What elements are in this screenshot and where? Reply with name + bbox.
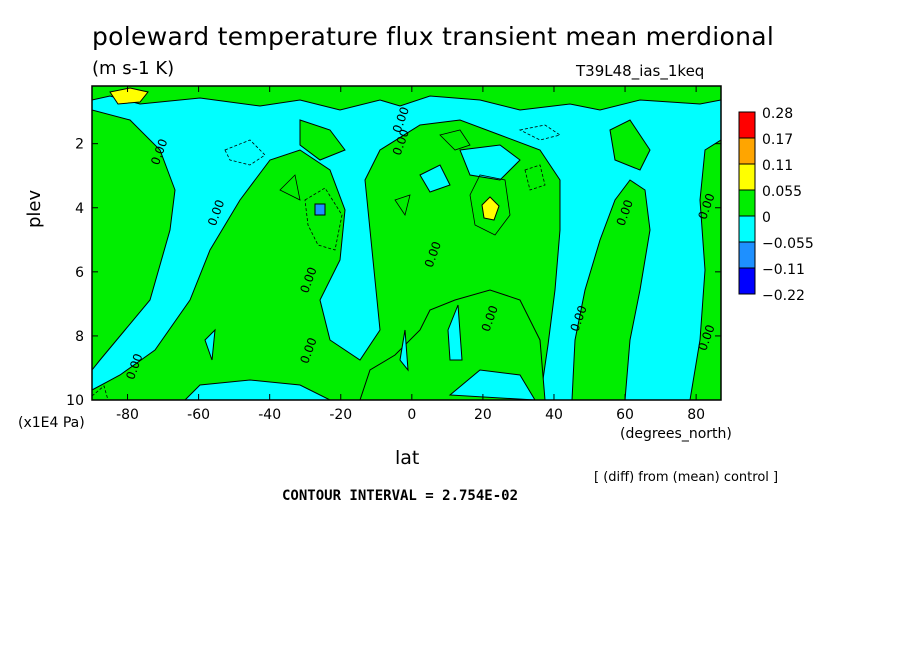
cyan-hole-mid [399, 329, 409, 372]
x-tick-label: 0 [407, 407, 416, 423]
pos-contour-2 [469, 174, 511, 236]
colorbar: 0.28 0.17 0.11 0.055 0 −0.055 −0.11 −0.22 [738, 106, 814, 304]
cyan-hole-bottom-mid [448, 369, 536, 400]
colorbar-label: 0.28 [762, 106, 793, 122]
green-left-region [92, 109, 176, 371]
x-tick-label: 40 [545, 407, 563, 423]
cyan-hole-lower [447, 304, 463, 361]
x-tick-label: 60 [616, 407, 634, 423]
colorbar-label: 0.055 [762, 184, 802, 200]
colorbar-swatch [738, 241, 756, 269]
diff-note: [ (diff) from (mean) control ] [594, 470, 779, 485]
colorbar-swatch [738, 267, 756, 295]
green-right-tongue [571, 179, 651, 400]
plot-field [92, 86, 721, 400]
y-axis-ticks: 2 4 6 8 10 [66, 137, 721, 409]
x-axis-ticks: -80 -60 -40 -20 0 20 40 60 80 [116, 86, 705, 423]
pos-contour-1 [439, 129, 471, 151]
colorbar-swatch [738, 189, 756, 217]
x-tick-label: 20 [474, 407, 492, 423]
colorbar-swatch [738, 215, 756, 243]
green-right-mid [609, 119, 651, 171]
colorbar-swatch [738, 111, 756, 139]
colorbar-label: −0.11 [762, 262, 805, 278]
neg-contour-1 [224, 139, 266, 166]
yellow-max-top-left [109, 87, 149, 105]
x-tick-label: -20 [329, 407, 352, 423]
colorbar-label: −0.055 [762, 236, 814, 252]
y-tick-label: 2 [75, 137, 84, 153]
chart-units: (m s-1 K) [92, 58, 175, 79]
negative-contours [92, 124, 561, 400]
y-tick-label: 6 [75, 265, 84, 281]
colorbar-label: 0.11 [762, 158, 793, 174]
x-tick-label: -60 [187, 407, 210, 423]
positive-contours [279, 129, 511, 236]
field-yellow-maxima [109, 87, 500, 221]
colorbar-label: 0.17 [762, 132, 793, 148]
colorbar-swatch [738, 137, 756, 165]
cyan-hole-left [204, 328, 216, 361]
x-axis-label: lat [395, 447, 420, 469]
y-tick-label: 10 [66, 393, 84, 409]
neg-contour-4 [524, 164, 546, 191]
neg-contour-5 [92, 385, 109, 400]
chart-title: poleward temperature flux transient mean… [92, 22, 775, 51]
colorbar-label: 0 [762, 210, 771, 226]
x-tick-label: 80 [687, 407, 705, 423]
cyan-hole-upper [419, 164, 451, 193]
green-right-edge [689, 139, 721, 400]
dataset-label: T39L48_ias_1keq [576, 62, 705, 80]
x-axis-units: (degrees_north) [620, 426, 732, 442]
green-top-band [92, 86, 721, 111]
cyan-hole-bottom-left [184, 379, 331, 400]
x-tick-label: -80 [116, 407, 139, 423]
colorbar-swatch [738, 163, 756, 191]
x-tick-label: -40 [258, 407, 281, 423]
cyan-hole-center [459, 144, 521, 181]
neg-contour-2 [304, 187, 343, 251]
neg-contour-3 [518, 124, 561, 141]
y-tick-label: 4 [75, 201, 84, 217]
y-axis-units: (x1E4 Pa) [18, 415, 85, 431]
yellow-max-center [481, 196, 500, 221]
plot-frame [91, 85, 722, 401]
colorbar-label: −0.22 [762, 288, 805, 304]
field-blue-minimum [314, 203, 326, 216]
field-cyan-holes [184, 144, 536, 400]
contour-interval: CONTOUR INTERVAL = 2.754E-02 [282, 488, 519, 504]
green-top-bump [299, 119, 346, 161]
pos-contour-4 [279, 174, 301, 201]
pos-contour-3 [394, 194, 411, 216]
y-tick-label: 8 [75, 329, 84, 345]
